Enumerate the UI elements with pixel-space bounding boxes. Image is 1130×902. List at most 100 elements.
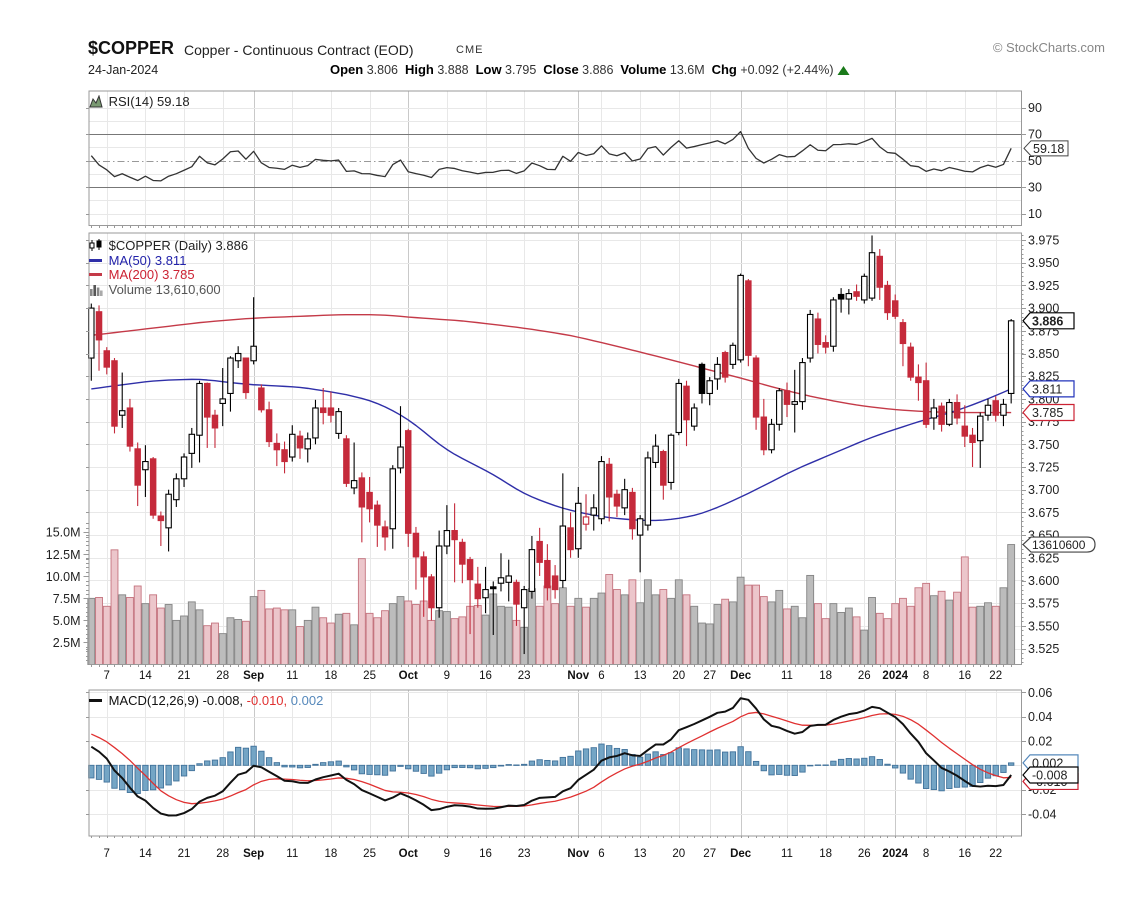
chg-value: +0.092 (+2.44%) (740, 63, 834, 77)
svg-text:59.18: 59.18 (1033, 142, 1064, 156)
open-value: 3.806 (366, 63, 398, 77)
vertical-gridlines (107, 91, 997, 836)
svg-text:3.625: 3.625 (1028, 551, 1059, 565)
svg-text:3.700: 3.700 (1028, 483, 1059, 497)
svg-text:3.900: 3.900 (1028, 302, 1059, 316)
svg-text:10.0M: 10.0M (46, 570, 81, 584)
macd-legend-value: -0.008, (202, 693, 244, 708)
svg-text:3.825: 3.825 (1028, 370, 1059, 384)
ma200-line-icon (89, 273, 102, 276)
svg-text:10: 10 (1028, 207, 1042, 221)
svg-text:Oct: Oct (399, 670, 418, 682)
close-label: Close (543, 62, 579, 77)
macd-legend-name: MACD(12,26,9) (108, 693, 199, 708)
svg-text:15.0M: 15.0M (46, 526, 81, 540)
svg-text:11: 11 (781, 848, 793, 860)
svg-text:-0.04: -0.04 (1028, 807, 1057, 821)
macd-panel: 0.060.040.02-0.02-0.047 14 21 28 Sep 11 18 25 Oc… (86, 686, 1079, 860)
svg-text:28: 28 (216, 670, 229, 682)
svg-text:21: 21 (178, 848, 191, 860)
svg-text:25: 25 (363, 848, 376, 860)
macd-hist-value: 0.002 (290, 693, 324, 708)
macd-markers: -0.0100.002-0.008 (1022, 754, 1079, 791)
macd-signal-line (91, 711, 1012, 808)
svg-text:Dec: Dec (730, 848, 752, 860)
svg-text:2024: 2024 (882, 848, 908, 860)
rsi-line (90, 130, 1012, 182)
svg-text:9: 9 (444, 670, 450, 682)
chg-label: Chg (711, 62, 737, 77)
macd-signal-value: -0.010, (246, 693, 288, 708)
svg-text:26: 26 (858, 670, 871, 682)
svg-text:22: 22 (989, 848, 1002, 860)
volume-bars-icon (90, 284, 103, 296)
volume-value: 13.6M (669, 63, 705, 77)
x-axis-labels-macd: 7 14 21 28 Sep 11 18 25 Oct 9 16 23 Nov 6 13 20 27 Dec 11 1… (104, 848, 1003, 860)
svg-text:3.525: 3.525 (1028, 642, 1059, 656)
svg-text:28: 28 (216, 848, 229, 860)
svg-text:7: 7 (104, 670, 110, 682)
svg-text:8: 8 (923, 848, 929, 860)
volume-legend: Volume 13,610,600 (89, 282, 221, 297)
svg-text:2024: 2024 (882, 670, 908, 682)
svg-text:13: 13 (634, 848, 647, 860)
svg-text:23: 23 (518, 670, 531, 682)
macd-line-icon (89, 699, 102, 702)
ma200-legend-label: MA(200) 3.785 (108, 267, 195, 282)
svg-text:18: 18 (325, 670, 338, 682)
svg-text:Sep: Sep (243, 670, 264, 682)
stockcharts-credit: © StockCharts.com (992, 40, 1105, 55)
svg-text:20: 20 (672, 670, 685, 682)
quote-strip: Open 3.806 High 3.888 Low 3.795 Close 3.… (330, 62, 852, 77)
svg-text:70: 70 (1028, 128, 1042, 142)
svg-text:16: 16 (479, 670, 492, 682)
svg-text:21: 21 (178, 670, 191, 682)
svg-text:26: 26 (858, 848, 871, 860)
svg-text:11: 11 (286, 670, 298, 682)
open-label: Open (330, 62, 364, 77)
ma50-legend-label: MA(50) 3.811 (108, 252, 187, 268)
svg-text:Sep: Sep (243, 848, 264, 860)
low-value: 3.795 (505, 63, 537, 77)
price-axis: 3.9753.9503.9253.9003.8753.8503.8253.800… (46, 232, 1059, 667)
svg-text:0.06: 0.06 (1028, 686, 1052, 700)
volume-bars (87, 544, 1016, 665)
rsi-panel: 90 70 50 30 10 59.18 (86, 90, 1069, 228)
price-legend-label: $COPPER (Daily) 3.886 (108, 238, 249, 253)
svg-text:18: 18 (325, 848, 338, 860)
volume-label: Volume (620, 62, 667, 77)
svg-text:27: 27 (703, 848, 716, 860)
svg-text:3.950: 3.950 (1028, 256, 1059, 270)
svg-text:3.750: 3.750 (1028, 438, 1059, 452)
svg-text:22: 22 (989, 670, 1002, 682)
indicator-icon (89, 95, 103, 108)
svg-text:3.850: 3.850 (1028, 347, 1059, 361)
svg-text:14: 14 (139, 670, 152, 682)
svg-text:25: 25 (363, 670, 376, 682)
svg-text:3.925: 3.925 (1028, 279, 1059, 293)
svg-text:7: 7 (104, 848, 110, 860)
price-panel: 3.9753.9503.9253.9003.8753.8503.8253.800… (46, 232, 1096, 682)
svg-text:8: 8 (923, 670, 929, 682)
rsi-axis: 90 70 50 30 10 (86, 90, 1042, 228)
symbol-exchange: CME (456, 44, 484, 56)
macd-line (90, 697, 1012, 817)
low-label: Low (475, 62, 502, 77)
svg-text:16: 16 (479, 848, 492, 860)
svg-text:Nov: Nov (567, 848, 589, 860)
svg-text:Dec: Dec (730, 670, 752, 682)
svg-text:50: 50 (1028, 154, 1042, 168)
svg-text:14: 14 (139, 848, 152, 860)
svg-text:90: 90 (1028, 101, 1042, 115)
up-triangle-icon (837, 66, 850, 75)
svg-text:6: 6 (598, 670, 604, 682)
x-axis-labels-main: 7 14 21 28 Sep 11 18 25 Oct 9 16 23 Nov 6 13 20 27 Dec 11 1… (104, 670, 1003, 682)
ma200-legend: MA(200) 3.785 (89, 267, 195, 282)
svg-text:2.5M: 2.5M (53, 636, 81, 650)
candlesticks (88, 235, 1015, 655)
quote-date: 24-Jan-2024 (88, 63, 159, 77)
svg-text:16: 16 (958, 848, 971, 860)
svg-text:30: 30 (1028, 181, 1042, 195)
svg-text:27: 27 (703, 670, 716, 682)
